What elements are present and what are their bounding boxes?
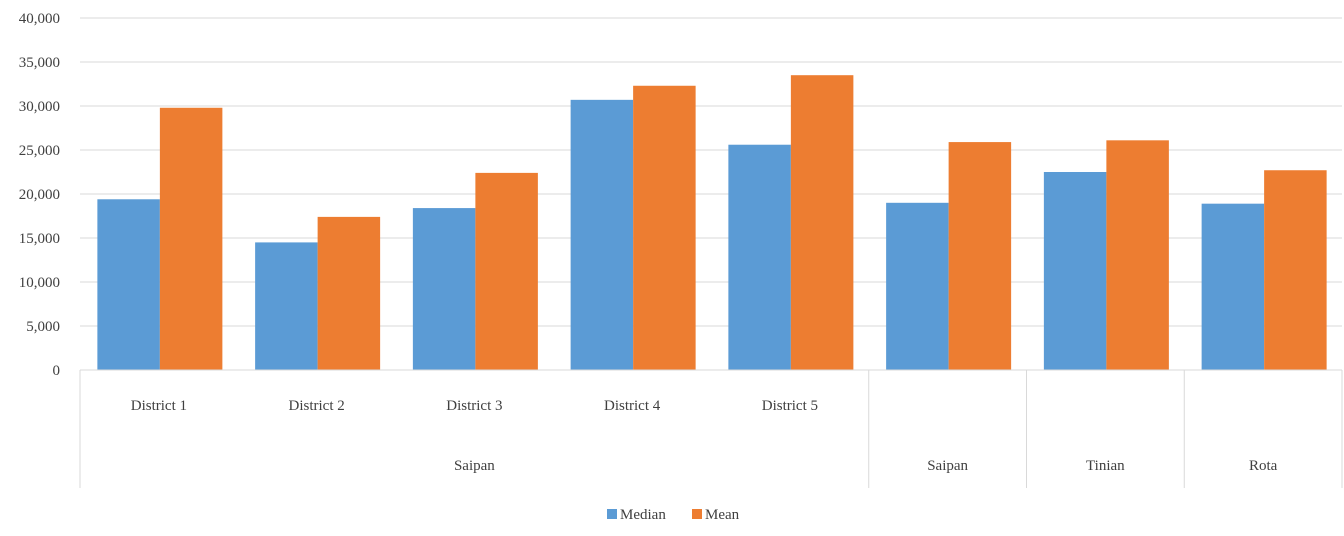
bar-mean-6 [948,142,1012,370]
bar-median-8 [1201,203,1265,370]
y-tick-label: 40,000 [19,11,60,27]
bar-mean-5 [790,75,854,370]
x-category-label: District 1 [131,398,187,414]
x-category-label: District 2 [289,398,345,414]
bar-median-5 [728,144,791,370]
y-tick-label: 20,000 [19,187,60,203]
bar-mean-8 [1264,170,1327,370]
bars [97,75,1327,370]
y-tick-label: 10,000 [19,275,60,291]
x-group-label: Saipan [454,458,495,474]
y-tick-label: 35,000 [19,55,60,71]
legend-label-median: Median [620,507,666,523]
bar-median-2 [255,242,318,370]
x-category-label: District 5 [762,398,818,414]
bar-mean-1 [159,107,223,370]
x-category-label: District 4 [604,398,661,414]
x-group-label: Rota [1249,458,1278,474]
y-tick-label: 0 [53,363,61,379]
bar-median-4 [570,99,634,370]
y-tick-label: 30,000 [19,99,60,115]
x-axis: District 1 District 2 District 3 District 4… [79,369,1343,488]
bar-median-1 [97,199,160,370]
x-group-label: Saipan [927,458,968,474]
x-group-label: Tinian [1086,458,1125,474]
legend-swatch-mean [692,509,702,519]
legend-label-mean: Mean [705,507,740,523]
y-tick-label: 5,000 [26,319,60,335]
legend-swatch-median [607,509,617,519]
bar-median-6 [886,202,949,370]
bar-mean-7 [1106,140,1169,370]
bar-median-7 [1043,172,1107,370]
y-tick-label: 25,000 [19,143,60,159]
y-tick-label: 15,000 [19,231,60,247]
bar-median-3 [412,208,476,370]
bar-mean-4 [633,85,696,370]
legend: Median Mean [607,507,740,523]
y-axis-ticks: 0 5,000 10,000 15,000 20,000 25,000 30,000 35,0… [19,11,60,379]
bar-mean-3 [475,172,538,370]
x-category-label: District 3 [446,398,502,414]
bar-mean-2 [317,216,381,370]
